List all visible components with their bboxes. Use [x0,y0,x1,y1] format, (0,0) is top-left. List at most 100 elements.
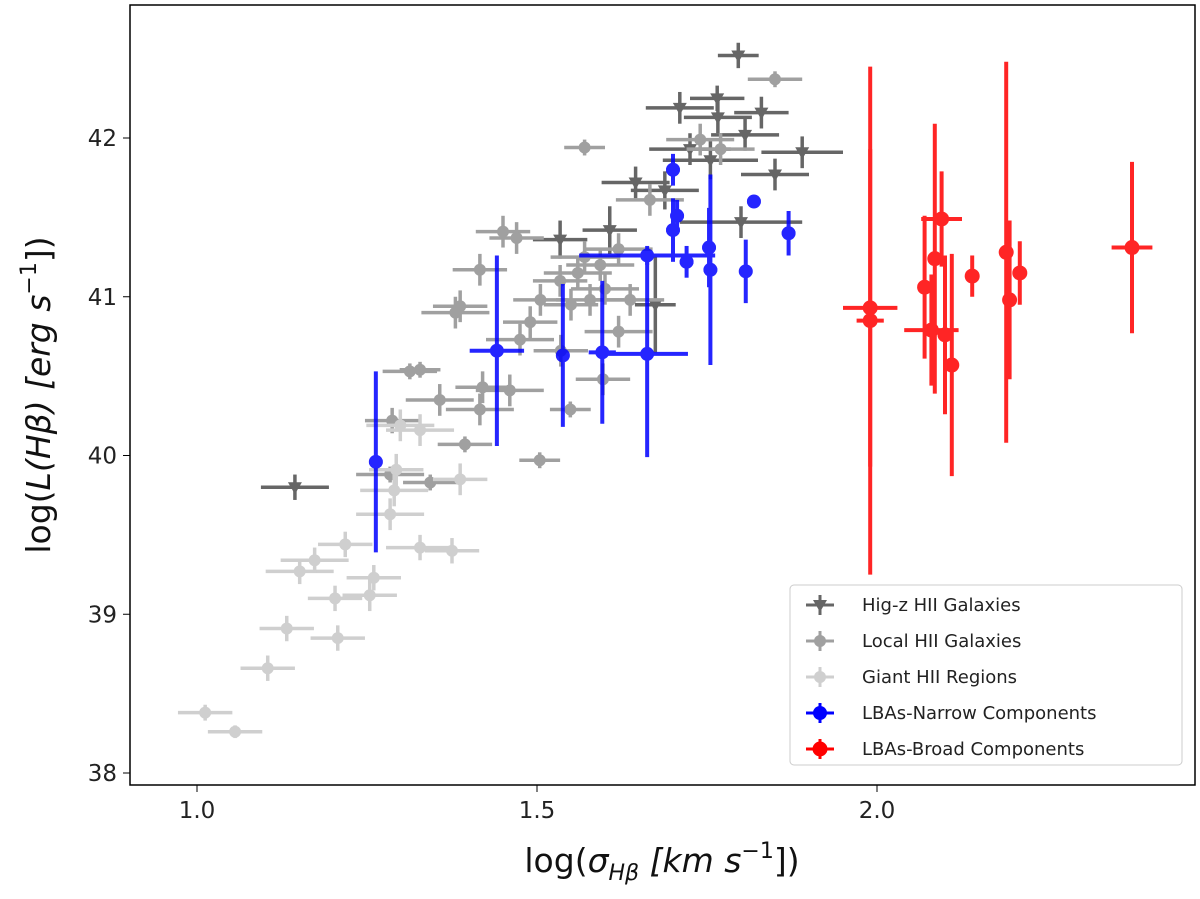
data-point [672,102,687,115]
series-1 [356,71,803,491]
data-point [628,177,643,190]
y-tick-label: 39 [88,602,117,628]
data-point [384,508,397,521]
data-point [769,73,781,86]
data-point [795,147,810,160]
x-tick-label: 1.5 [519,798,556,824]
data-point [476,381,489,394]
data-point [524,316,537,329]
data-point [473,403,486,416]
data-point [433,393,446,406]
data-point [714,143,727,156]
plot-frame [129,4,1196,786]
data-point [738,264,753,279]
data-point [489,343,504,358]
data-point [280,622,293,635]
axis-ticks: 1.0 1.5 2.0 38 39 40 41 42 [88,126,896,824]
data-point [414,363,427,376]
data-point [602,225,617,238]
data-point [308,554,321,567]
data-point [329,592,342,605]
data-marks [177,42,1153,739]
data-point [679,254,694,269]
data-point [964,268,980,284]
legend-label: Giant HII Regions [862,667,1017,688]
data-point [1124,240,1140,256]
series-3 [368,153,796,553]
series-2 [177,409,488,739]
data-point [287,482,302,495]
data-point [937,327,953,343]
data-point [554,274,567,287]
x-tick-label: 1.0 [179,798,216,824]
data-point [414,424,427,437]
data-point [734,217,748,230]
data-point [917,279,933,295]
data-point [754,107,769,120]
legend-box [789,584,1183,766]
series-4 [843,61,1153,575]
data-point [731,50,746,63]
data-point [594,259,607,271]
data-point [703,262,718,277]
legend-marker-icon [813,706,827,720]
data-point [927,251,943,267]
data-point [449,306,462,319]
data-point [533,454,546,467]
legend-item: LBAs-Narrow Components [806,703,1096,724]
data-point [584,293,597,306]
data-point [553,234,568,247]
legend: Hig-z HII Galaxies Local HII Galaxies Gian… [789,584,1183,766]
data-point [768,169,782,182]
legend-label: Local HII Galaxies [862,631,1021,652]
data-point [781,226,796,241]
data-point [363,589,376,602]
data-point [514,333,526,346]
legend-item: Giant HII Regions [806,667,1017,688]
data-point [710,112,725,125]
legend-label: LBAs-Narrow Components [862,703,1096,724]
legend-marker-icon [814,671,826,683]
data-point [229,725,242,738]
data-point [339,538,352,551]
data-point [293,565,306,578]
y-tick-label: 42 [88,126,117,152]
legend-marker-icon [813,600,827,612]
data-point [555,348,570,363]
x-axis-label: log(σHβ [km s−1]) [524,839,799,886]
data-point [497,225,509,238]
data-point [738,129,753,142]
legend-item: Local HII Galaxies [806,631,1021,652]
legend-item: LBAs-Broad Components [806,739,1084,760]
y-axis-label: log(L(Hβ) [erg s−1]) [17,236,58,553]
data-point [595,345,610,360]
data-point [657,185,672,198]
y-tick-label: 41 [88,285,117,311]
data-point [368,454,383,469]
data-point [624,293,637,306]
data-point [703,155,718,168]
data-point [261,662,274,675]
data-point [612,243,625,256]
data-point [578,141,591,154]
legend-marker-icon [812,741,828,757]
data-point [1002,292,1018,308]
data-point [944,357,960,373]
data-point [388,484,401,497]
data-point [446,544,458,557]
data-point [571,266,584,279]
data-point [923,322,939,338]
legend-label: Hig-z HII Galaxies [862,595,1021,616]
data-point [670,208,685,223]
data-point [666,162,680,177]
data-point [862,313,878,329]
y-tick-label: 40 [88,444,117,470]
data-point [454,473,467,486]
data-point [648,299,663,312]
data-point [390,463,403,476]
legend-item: Hig-z HII Galaxies [806,595,1021,616]
data-point [458,438,471,451]
legend-marker-icon [814,635,826,647]
data-point [694,133,707,146]
